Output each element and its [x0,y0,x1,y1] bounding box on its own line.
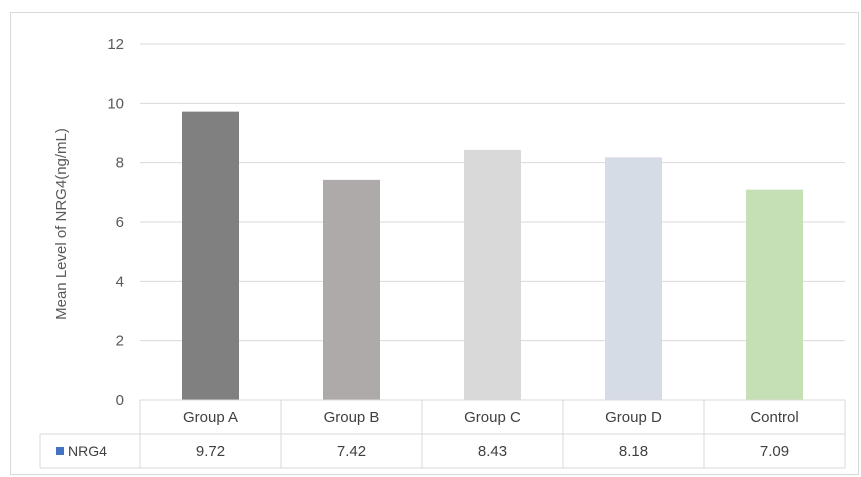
category-label: Group A [183,409,238,426]
category-label: Control [750,409,798,426]
data-label: 8.43 [478,443,507,460]
category-label: Group D [605,409,662,426]
y-tick-label: 0 [116,392,124,409]
bar-group-b [323,179,380,400]
bar-control [746,189,803,400]
data-label: 8.18 [619,443,648,460]
y-tick-label: 8 [116,155,124,172]
legend-label: NRG4 [68,443,107,459]
y-tick-labels: 0 2 4 6 8 10 12 [107,36,124,409]
category-label: Group B [324,409,380,426]
y-tick-label: 12 [107,36,124,53]
category-label: Group C [464,409,521,426]
bar-group-d [605,157,662,400]
bars [182,111,803,400]
y-axis-label: Mean Level of NRG4(ng/mL) [53,128,70,320]
data-label: 7.42 [337,443,366,460]
y-tick-label: 4 [116,273,124,290]
data-table: Group A 9.72 Group B 7.42 Group C 8.43 Group D… [39,399,846,469]
data-label: 9.72 [196,443,225,460]
gridlines [140,43,845,342]
data-label: 7.09 [760,443,789,460]
y-tick-label: 6 [116,214,124,231]
chart-frame [10,12,859,475]
y-tick-label: 2 [116,333,124,350]
bar-group-a [182,111,239,400]
legend-key [56,447,64,455]
bar-group-c [464,149,521,400]
y-tick-label: 10 [107,95,124,112]
